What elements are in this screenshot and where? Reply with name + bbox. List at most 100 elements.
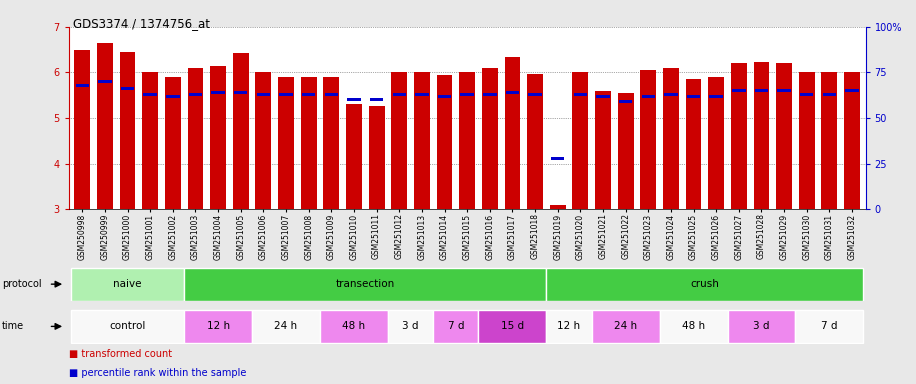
Bar [459, 73, 475, 209]
Bar [619, 100, 632, 103]
Bar [166, 94, 180, 98]
Bar [572, 73, 588, 209]
Bar [324, 93, 338, 96]
Bar [212, 91, 224, 94]
Text: control: control [109, 321, 146, 331]
Text: 48 h: 48 h [682, 321, 705, 331]
Bar [433, 310, 478, 343]
Bar [256, 73, 271, 209]
Bar [822, 73, 837, 209]
Bar [776, 63, 792, 209]
Bar [414, 73, 430, 209]
Bar [778, 89, 791, 92]
Text: 15 d: 15 d [501, 321, 524, 331]
Text: time: time [2, 321, 24, 331]
Bar [640, 70, 656, 209]
Bar [188, 68, 203, 209]
Bar [184, 310, 252, 343]
Bar [592, 310, 660, 343]
Bar [755, 89, 769, 92]
Bar [823, 93, 836, 96]
Text: GDS3374 / 1374756_at: GDS3374 / 1374756_at [73, 17, 211, 30]
Bar [664, 93, 678, 96]
Bar [547, 310, 592, 343]
Bar [617, 93, 634, 209]
Bar [142, 73, 158, 209]
Text: 12 h: 12 h [207, 321, 230, 331]
Bar [573, 93, 587, 96]
Bar [346, 104, 362, 209]
Bar [506, 91, 519, 94]
Bar [256, 93, 270, 96]
Bar [165, 77, 180, 209]
Text: ■ percentile rank within the sample: ■ percentile rank within the sample [69, 368, 246, 378]
Bar [547, 268, 864, 301]
Bar [527, 74, 543, 209]
Bar [710, 94, 723, 98]
Bar [732, 89, 746, 92]
Bar [120, 52, 136, 209]
Bar [387, 310, 433, 343]
Bar [368, 106, 385, 209]
Bar [660, 310, 727, 343]
Bar [529, 93, 542, 96]
Bar [461, 93, 474, 96]
Bar [98, 80, 112, 83]
Text: 7 d: 7 d [448, 321, 464, 331]
Bar [302, 93, 315, 96]
Bar [727, 310, 795, 343]
Bar [551, 157, 564, 160]
Text: transection: transection [335, 279, 395, 289]
Bar [686, 79, 702, 209]
Bar [799, 73, 814, 209]
Bar [845, 73, 860, 209]
Bar [800, 93, 813, 96]
Bar [323, 77, 339, 209]
Bar [300, 77, 317, 209]
Text: 3 d: 3 d [753, 321, 769, 331]
Text: naive: naive [114, 279, 142, 289]
Bar [184, 268, 547, 301]
Bar [391, 73, 408, 209]
Bar [234, 91, 247, 94]
Bar [596, 94, 610, 98]
Bar [687, 94, 701, 98]
Text: 12 h: 12 h [558, 321, 581, 331]
Bar [392, 93, 406, 96]
Text: ■ transformed count: ■ transformed count [69, 349, 172, 359]
Text: 48 h: 48 h [343, 321, 365, 331]
Bar [370, 98, 383, 101]
Bar [595, 91, 611, 209]
Bar [505, 56, 520, 209]
Bar [74, 50, 90, 209]
Bar [71, 268, 184, 301]
Bar [482, 68, 497, 209]
Bar [415, 93, 429, 96]
Text: 3 d: 3 d [402, 321, 419, 331]
Bar [97, 43, 113, 209]
Bar [279, 93, 293, 96]
Bar [483, 93, 496, 96]
Bar [71, 310, 184, 343]
Text: protocol: protocol [2, 279, 41, 289]
Bar [754, 63, 769, 209]
Bar [478, 310, 547, 343]
Bar [347, 98, 361, 101]
Bar [438, 94, 452, 98]
Bar [121, 87, 135, 91]
Bar [731, 63, 747, 209]
Bar [708, 77, 725, 209]
Text: crush: crush [691, 279, 719, 289]
Text: 24 h: 24 h [614, 321, 638, 331]
Bar [75, 84, 89, 87]
Bar [210, 66, 226, 209]
Bar [795, 310, 864, 343]
Bar [663, 68, 679, 209]
Text: 7 d: 7 d [821, 321, 837, 331]
Bar [189, 93, 202, 96]
Bar [144, 93, 157, 96]
Bar [845, 89, 859, 92]
Bar [233, 53, 248, 209]
Bar [252, 310, 320, 343]
Bar [437, 75, 453, 209]
